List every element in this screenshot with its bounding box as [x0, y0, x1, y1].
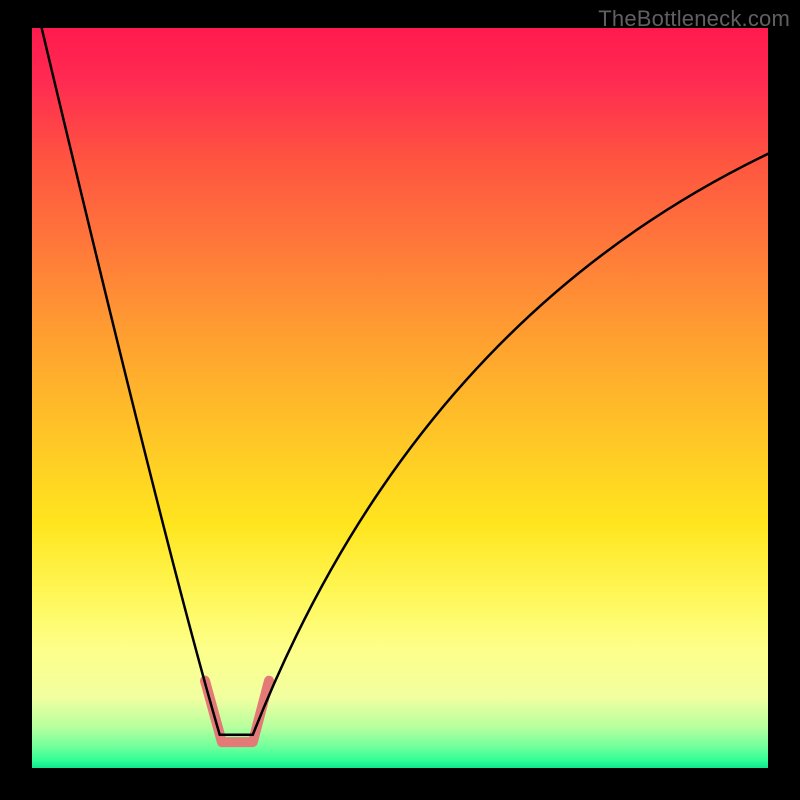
chart-svg [0, 0, 800, 800]
chart-root: TheBottleneck.com [0, 0, 800, 800]
plot-background [32, 28, 768, 768]
watermark-text: TheBottleneck.com [598, 6, 790, 32]
